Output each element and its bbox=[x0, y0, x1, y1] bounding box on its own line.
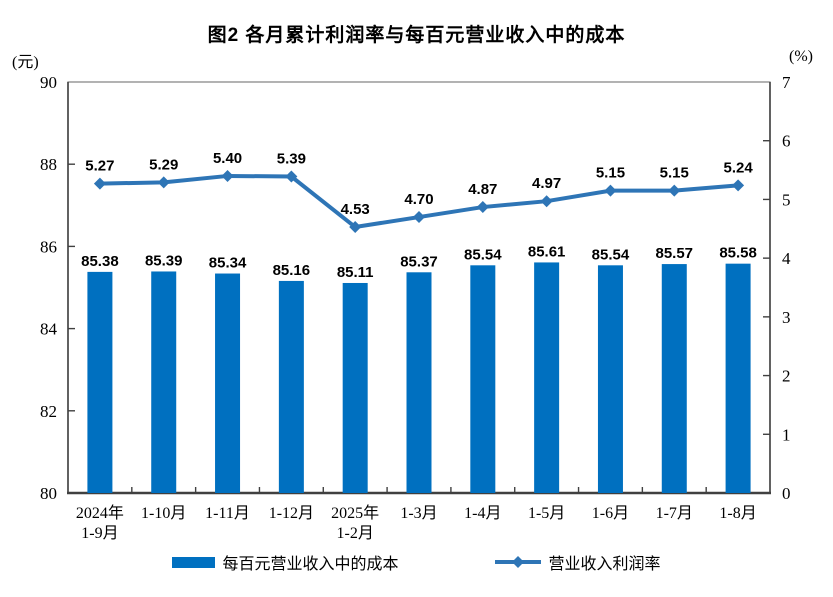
category-label: 2025年 bbox=[331, 504, 379, 522]
cost-bar bbox=[470, 265, 496, 493]
right-axis-tick-label: 4 bbox=[782, 249, 791, 268]
line-value-label: 5.27 bbox=[85, 158, 114, 175]
bar-value-label: 85.57 bbox=[655, 245, 693, 262]
bar-value-label: 85.39 bbox=[145, 252, 183, 269]
line-marker-diamond bbox=[93, 177, 106, 190]
category-label: 1-10月 bbox=[141, 505, 186, 522]
right-axis-tick-label: 2 bbox=[782, 367, 791, 386]
legend-bar-label: 每百元营业收入中的成本 bbox=[222, 556, 399, 573]
left-axis-tick-label: 80 bbox=[40, 484, 57, 503]
line-marker-diamond bbox=[604, 184, 617, 197]
left-axis-tick-label: 86 bbox=[40, 237, 57, 256]
category-label: 1-3月 bbox=[400, 505, 437, 522]
category-label: 1-11月 bbox=[205, 505, 250, 522]
legend-item-cost: 每百元营业收入中的成本 bbox=[172, 550, 399, 574]
cost-bar bbox=[87, 271, 113, 493]
cost-bar bbox=[406, 272, 432, 493]
category-label: 1-8月 bbox=[719, 505, 756, 522]
left-axis-tick-label: 88 bbox=[40, 155, 57, 174]
right-axis-tick-label: 3 bbox=[782, 308, 791, 327]
left-axis-tick-label: 84 bbox=[40, 320, 58, 339]
line-value-label: 4.97 bbox=[532, 175, 561, 192]
line-value-label: 5.15 bbox=[596, 165, 625, 182]
bar-value-label: 85.61 bbox=[528, 243, 566, 260]
line-value-label: 4.53 bbox=[341, 201, 370, 218]
cost-bar bbox=[278, 280, 304, 493]
right-axis-tick-label: 0 bbox=[782, 484, 791, 503]
line-value-label: 5.40 bbox=[213, 150, 242, 167]
line-marker-diamond bbox=[732, 179, 745, 192]
legend-item-profit-rate: 营业收入利润率 bbox=[494, 550, 661, 574]
line-marker-diamond bbox=[285, 170, 298, 183]
line-value-label: 4.70 bbox=[404, 191, 433, 208]
line-marker-diamond bbox=[349, 221, 362, 234]
category-label: 1-4月 bbox=[464, 505, 501, 522]
legend-line-label: 营业收入利润率 bbox=[548, 556, 661, 573]
right-axis-tick-label: 7 bbox=[782, 73, 791, 92]
line-marker-diamond bbox=[157, 176, 170, 189]
right-axis-tick-label: 1 bbox=[782, 425, 791, 444]
bar-value-label: 85.16 bbox=[273, 262, 311, 279]
category-label: 1-12月 bbox=[269, 505, 314, 522]
bar-value-label: 85.38 bbox=[81, 253, 119, 270]
category-label: 1-9月 bbox=[81, 525, 118, 542]
bar-value-label: 85.54 bbox=[592, 246, 630, 263]
cost-bar bbox=[215, 273, 241, 493]
combo-chart-plot: 80 82 84 86 88 90 0 1 2 3 4 5 6 7 85.38 85.39 85.34 85.16… bbox=[40, 73, 791, 542]
cost-bar bbox=[342, 282, 368, 493]
line-value-label: 5.29 bbox=[149, 156, 178, 173]
cost-bar bbox=[534, 262, 560, 493]
line-series-swatch-icon bbox=[494, 556, 541, 568]
bar-value-label: 85.58 bbox=[719, 245, 757, 262]
right-axis-unit-label: (%) bbox=[789, 48, 813, 65]
right-axis-tick-label: 5 bbox=[782, 190, 791, 209]
cost-bar bbox=[151, 271, 177, 493]
bar-value-label: 85.54 bbox=[464, 246, 502, 263]
bar-value-label: 85.11 bbox=[337, 264, 374, 281]
right-axis-tick-label: 6 bbox=[782, 132, 791, 151]
cost-bar bbox=[597, 265, 623, 493]
line-marker-diamond bbox=[668, 184, 681, 197]
line-marker-diamond bbox=[413, 211, 425, 224]
chart-legend: 每百元营业收入中的成本 营业收入利润率 bbox=[0, 550, 833, 574]
left-axis-tick-label: 82 bbox=[40, 402, 57, 421]
category-label: 1-7月 bbox=[656, 505, 693, 522]
line-marker-diamond bbox=[540, 195, 553, 208]
line-value-label: 4.87 bbox=[468, 181, 497, 198]
category-label: 1-5月 bbox=[528, 505, 565, 522]
category-label: 1-2月 bbox=[337, 525, 374, 542]
line-value-label: 5.15 bbox=[660, 165, 689, 182]
left-axis-tick-label: 90 bbox=[40, 73, 57, 92]
category-label: 1-6月 bbox=[592, 505, 629, 522]
line-value-label: 5.24 bbox=[723, 159, 753, 176]
line-marker-diamond bbox=[476, 201, 489, 214]
cost-bar bbox=[661, 264, 687, 493]
left-axis-unit-label: (元) bbox=[12, 54, 39, 71]
bar-value-label: 85.37 bbox=[400, 253, 438, 270]
cost-bar bbox=[725, 263, 751, 493]
line-value-label: 5.39 bbox=[277, 151, 306, 168]
bar-value-label: 85.34 bbox=[209, 255, 247, 272]
bar-series-swatch-icon bbox=[172, 556, 216, 568]
line-marker-diamond bbox=[221, 169, 234, 182]
chart-title: 图2 各月累计利润率与每百元营业收入中的成本 bbox=[207, 25, 626, 46]
category-label: 2024年 bbox=[76, 504, 124, 522]
